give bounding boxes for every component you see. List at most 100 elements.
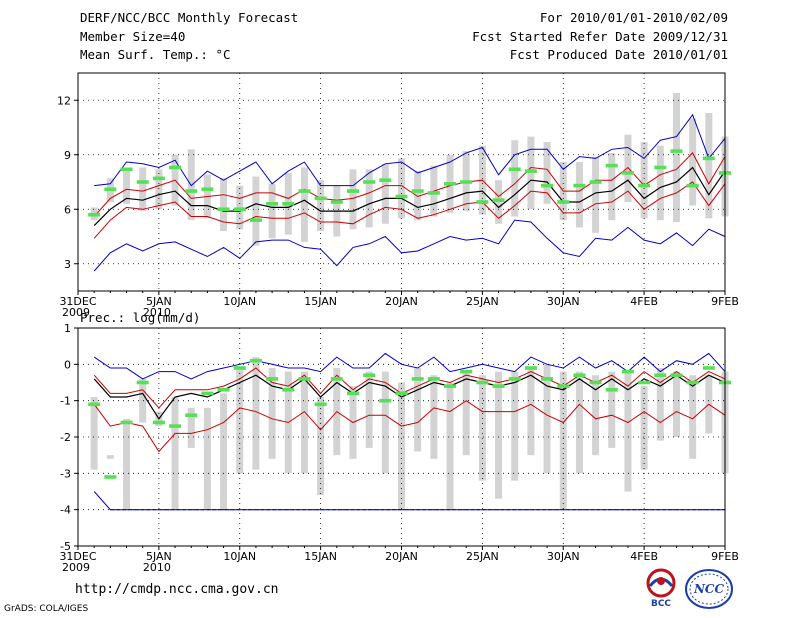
x-tick-label: 5JAN (146, 295, 172, 308)
ensemble-box (656, 145, 664, 221)
obs-marker (136, 380, 149, 385)
obs-marker (314, 402, 327, 407)
x-tick-label: 25JAN (466, 550, 499, 563)
ensemble-box (543, 364, 551, 474)
obs-marker (411, 377, 424, 381)
ensemble-box (624, 371, 632, 492)
obs-marker (217, 387, 230, 392)
x-tick-label: 15JAN (304, 550, 337, 563)
ensemble-box (365, 371, 373, 448)
obs-marker (88, 402, 101, 407)
ensemble-box (608, 152, 616, 221)
ensemble-box (106, 455, 114, 459)
ensemble-box (155, 169, 163, 210)
series-max-line (94, 113, 726, 187)
ensemble-box (462, 371, 470, 456)
obs-marker (605, 163, 618, 168)
ensemble-box (317, 180, 325, 232)
obs-marker (346, 189, 359, 193)
obs-marker (476, 200, 489, 204)
ensemble-box (398, 382, 405, 510)
obs-marker (702, 366, 715, 370)
y-tick-label: 9 (64, 149, 71, 162)
obs-marker (266, 377, 279, 381)
ensemble-box (349, 169, 357, 230)
obs-marker (638, 380, 651, 385)
obs-marker (379, 178, 392, 182)
obs-marker (330, 200, 343, 204)
ensemble-box (511, 140, 519, 217)
ensemble-box (381, 371, 389, 474)
ensemble-box (252, 357, 260, 470)
x-tick-label: 15JAN (304, 295, 337, 308)
obs-marker (282, 387, 295, 392)
obs-marker (427, 377, 440, 381)
ensemble-box (495, 371, 503, 499)
obs-marker (363, 180, 376, 184)
obs-marker (298, 377, 311, 381)
x-tick-label: 31DEC (59, 295, 96, 308)
x-tick-label: 10JAN (223, 550, 256, 563)
ensemble-box (640, 142, 648, 219)
ensemble-box (527, 136, 535, 210)
ensemble-box (236, 367, 244, 474)
series-ens_lo-line (93, 491, 725, 511)
series-max-line (93, 352, 726, 380)
ensemble-box (317, 397, 325, 496)
x-tick-label: 30JAN (547, 550, 580, 563)
obs-marker (169, 424, 182, 428)
ensemble-box (187, 407, 195, 448)
ensemble-box (656, 367, 664, 441)
series-ens_hi-line (93, 367, 726, 409)
obs-marker (654, 165, 667, 170)
ensemble-box (268, 367, 276, 459)
bcc-logo: BCC (646, 568, 676, 608)
series-min-line (93, 181, 726, 239)
obs-marker (233, 207, 246, 212)
fcst-started: Fcst Started Refer Date 2009/12/31 (472, 29, 728, 44)
grads-credit: GrADS: COLA/IGES (4, 604, 89, 614)
bcc-logo-text: BCC (651, 599, 671, 608)
obs-marker (266, 202, 279, 206)
y-tick-label: -1 (60, 395, 71, 408)
obs-marker (557, 200, 570, 204)
y-tick-label: -5 (60, 540, 71, 553)
ensemble-box (123, 169, 131, 204)
obs-marker (460, 180, 473, 184)
source-url[interactable]: http://cmdp.ncc.cma.gov.cn (75, 582, 279, 597)
obs-marker (621, 369, 634, 374)
obs-marker (249, 358, 262, 363)
obs-marker (557, 384, 570, 388)
ensemble-box (640, 386, 648, 470)
y-tick-label: -4 (60, 504, 71, 517)
ensemble-box (414, 171, 422, 221)
obs-marker (233, 366, 246, 370)
obs-marker (444, 182, 457, 186)
x-tick-label: 9FEB (711, 550, 739, 563)
x-tick-year: 2010 (143, 306, 171, 319)
obs-marker (249, 218, 262, 222)
x-tick-label: 5JAN (146, 550, 172, 563)
fcst-produced: Fcst Produced Date 2010/01/01 (509, 47, 728, 62)
obs-marker (638, 183, 651, 188)
series-mean-line (93, 374, 726, 420)
x-tick-label: 4FEB (630, 550, 658, 563)
obs-marker (120, 167, 133, 172)
ensemble-box (478, 375, 486, 481)
ensemble-box (527, 367, 535, 456)
obs-marker (411, 189, 424, 193)
y-tick-label: 3 (64, 258, 71, 271)
obs-marker (104, 475, 117, 479)
series-ens_hi-line (93, 152, 726, 217)
y-tick-label: 12 (57, 94, 71, 107)
series-ens_lo-line (93, 219, 726, 272)
ensemble-box (252, 176, 260, 246)
x-tick-label: 25JAN (466, 295, 499, 308)
obs-marker (169, 165, 182, 170)
obs-marker (120, 420, 133, 425)
obs-marker (136, 180, 149, 184)
obs-marker (670, 149, 683, 153)
ncc-logo-text: NCC (693, 582, 725, 596)
